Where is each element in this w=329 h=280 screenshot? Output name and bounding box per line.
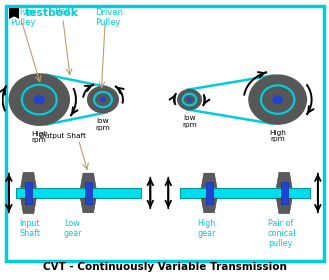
Circle shape <box>35 95 44 104</box>
FancyBboxPatch shape <box>9 8 19 19</box>
FancyBboxPatch shape <box>281 182 288 204</box>
Circle shape <box>88 87 118 113</box>
Polygon shape <box>276 172 292 188</box>
Circle shape <box>178 90 201 110</box>
Text: Driver
Pulley: Driver Pulley <box>10 8 36 27</box>
Circle shape <box>273 96 282 104</box>
FancyBboxPatch shape <box>6 6 324 261</box>
Text: High
rpm: High rpm <box>31 131 48 143</box>
Circle shape <box>100 97 105 102</box>
FancyBboxPatch shape <box>206 182 213 204</box>
Circle shape <box>9 74 69 125</box>
Text: Input
Shaft: Input Shaft <box>20 219 41 238</box>
Text: Low
gear: Low gear <box>64 219 82 238</box>
FancyBboxPatch shape <box>16 188 140 198</box>
Text: testbook: testbook <box>25 8 79 18</box>
Text: low
rpm: low rpm <box>95 118 111 131</box>
FancyBboxPatch shape <box>180 188 310 198</box>
Polygon shape <box>21 172 36 188</box>
Polygon shape <box>80 198 96 213</box>
FancyBboxPatch shape <box>85 182 92 204</box>
Text: CVT - Continuously Variable Transmission: CVT - Continuously Variable Transmission <box>43 262 287 272</box>
Polygon shape <box>21 198 36 214</box>
Circle shape <box>188 98 191 101</box>
Polygon shape <box>276 198 292 214</box>
Text: low
rpm: low rpm <box>182 115 197 128</box>
Polygon shape <box>201 173 217 188</box>
Text: Belt: Belt <box>54 7 70 16</box>
Text: Driven
Pulley: Driven Pulley <box>95 8 123 27</box>
Polygon shape <box>9 17 19 19</box>
Text: Pair of
conical
pulley: Pair of conical pulley <box>268 219 296 248</box>
Text: High
gear: High gear <box>198 219 216 238</box>
Polygon shape <box>80 173 96 188</box>
Circle shape <box>249 75 306 124</box>
Polygon shape <box>201 198 217 213</box>
Text: Output Shaft: Output Shaft <box>39 133 86 139</box>
FancyBboxPatch shape <box>25 182 32 204</box>
Text: High
rpm: High rpm <box>269 130 286 142</box>
